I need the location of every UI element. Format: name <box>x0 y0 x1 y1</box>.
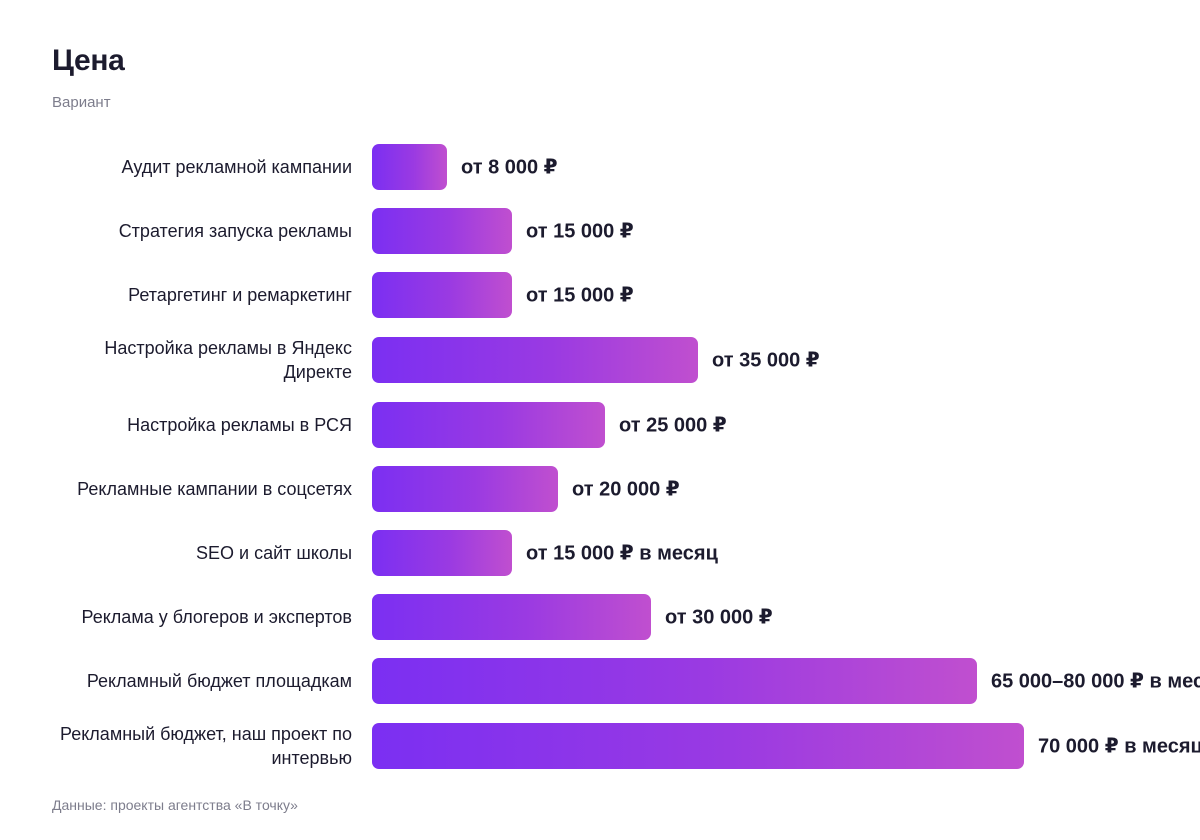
category-label: Настройка рекламы в РСЯ <box>127 415 352 435</box>
bar <box>372 402 605 448</box>
value-label: от 35 000 ₽ <box>712 349 820 372</box>
bar-row: Реклама у блогеров и экспертов от 30 000 … <box>0 594 1200 640</box>
chart-subtitle: Вариант <box>52 94 111 111</box>
bar <box>372 208 512 254</box>
category-label: Стратегия запуска рекламы <box>118 221 352 241</box>
chart-title: Цена <box>52 44 125 77</box>
bar-row: Настройка рекламы в РСЯ от 25 000 ₽ <box>0 402 1200 448</box>
bar-row: Рекламный бюджет, наш проект по интервью… <box>0 723 1200 769</box>
bar <box>372 466 558 512</box>
bar-row: Аудит рекламной кампании от 8 000 ₽ <box>0 144 1200 190</box>
bar-row: Рекламный бюджет площадкам 65 000–80 000 … <box>0 658 1200 704</box>
bar <box>372 530 512 576</box>
value-label: 70 000 ₽ в месяц <box>1038 735 1200 758</box>
value-label: 65 000–80 000 ₽ в месяц <box>991 670 1200 693</box>
category-label: SEO и сайт школы <box>196 543 352 563</box>
bar-row: Ретаргетинг и ремаркетинг от 15 000 ₽ <box>0 272 1200 318</box>
category-label: Рекламный бюджет площадкам <box>86 671 352 691</box>
value-label: от 8 000 ₽ <box>461 156 558 179</box>
value-label: от 25 000 ₽ <box>619 414 727 437</box>
value-label: от 30 000 ₽ <box>665 606 773 629</box>
value-label: от 20 000 ₽ <box>572 478 680 501</box>
category-label: Ретаргетинг и ремаркетинг <box>128 285 352 305</box>
value-label: от 15 000 ₽ <box>526 284 634 307</box>
bar <box>372 594 651 640</box>
chart-source: Данные: проекты агентства «В точку» <box>52 797 298 813</box>
bar <box>372 144 447 190</box>
category-label: Реклама у блогеров и экспертов <box>81 607 353 627</box>
value-label: от 15 000 ₽ в месяц <box>526 542 718 565</box>
category-label: Рекламные кампании в соцсетях <box>77 479 352 499</box>
bar <box>372 658 977 704</box>
bar-row: SEO и сайт школы от 15 000 ₽ в месяц <box>0 530 1200 576</box>
bar-row: Рекламные кампании в соцсетях от 20 000 ₽ <box>0 466 1200 512</box>
category-label: Аудит рекламной кампании <box>121 157 352 177</box>
category-label: Рекламный бюджет, наш проект по интервью <box>60 724 352 768</box>
bar <box>372 272 512 318</box>
value-label: от 15 000 ₽ <box>526 220 634 243</box>
bar <box>372 723 1024 769</box>
bar <box>372 337 698 383</box>
bar-row: Настройка рекламы в Яндекс Директе от 35 … <box>0 337 1200 383</box>
category-label: Настройка рекламы в Яндекс Директе <box>104 338 352 382</box>
bar-row: Стратегия запуска рекламы от 15 000 ₽ <box>0 208 1200 254</box>
